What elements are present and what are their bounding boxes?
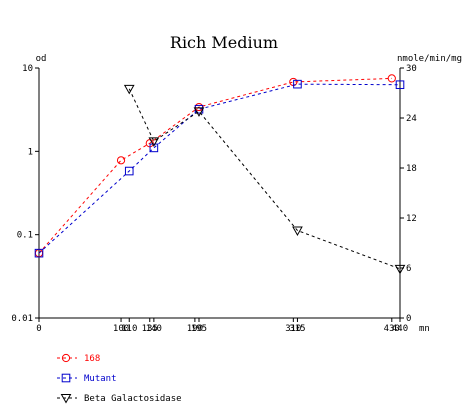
right-tick-label: 18 [406,164,417,174]
legend-marker-2 [60,394,72,404]
series-1 [34,79,405,258]
series-0-point [387,74,396,83]
x-tick-label: 310 [285,324,301,334]
x-tick-label: 315 [289,324,305,334]
series-2-point [148,137,160,147]
x-tick-label: 190 [187,324,203,334]
right-tick-label: 30 [406,64,417,74]
x-tick-label: 135 [142,324,158,334]
series-1-point [395,80,405,90]
series-2-point [394,264,406,275]
x-tick-label: 100 [113,324,129,334]
series-layer [34,74,406,275]
right-tick-label: 0 [406,314,411,324]
right-axis-label: nmole/min/mg [397,54,462,64]
x-tick-label: 195 [191,324,207,334]
series-1-point [293,79,302,89]
legend-marker-1 [61,373,71,383]
series-0-point [116,156,126,165]
series-2-point [123,84,135,95]
series-2 [123,84,406,275]
legend-label-1: Mutant [84,374,117,384]
right-tick-label: 12 [406,214,417,224]
legend-label-2: Beta Galactosidase [84,394,182,404]
legend-label-0: 168 [84,354,100,364]
chart-title: Rich Medium [170,33,278,52]
series-1-point [124,166,134,176]
series-0 [34,74,396,258]
series-1-line [38,83,401,254]
x-tick-label: 440 [392,324,408,334]
x-tick-label: 110 [121,324,137,334]
right-tick-label: 24 [406,114,417,124]
left-tick-label: 1 [28,147,33,157]
right-tick-label: 6 [406,264,411,274]
x-tick-label: 0 [36,324,41,334]
left-tick-label: 0.01 [11,314,33,324]
x-axis-label: mn [419,324,430,334]
series-2-point [193,107,205,117]
x-tick-label: 430 [384,324,400,334]
series-2-point [292,226,303,237]
legend: 168 Mutant Beta Galactosidase [57,353,182,404]
legend-marker-0 [61,353,71,363]
axes [35,67,404,322]
left-tick-label: 10 [22,64,33,74]
series-0-line [38,77,392,254]
series-1-point [149,143,159,153]
series-1-point [34,248,44,258]
left-axis-label: od [36,54,47,64]
series-2-line [128,88,401,270]
x-tick-label: 140 [146,324,162,334]
left-tick-label: 0.1 [17,231,33,241]
